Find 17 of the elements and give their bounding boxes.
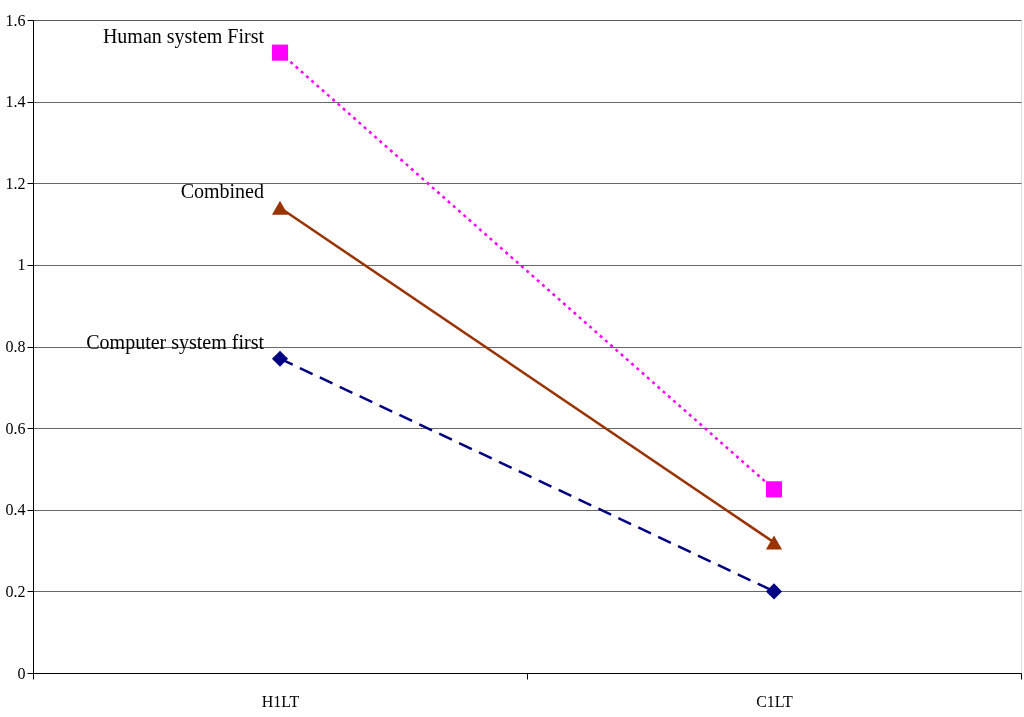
- point: [765, 583, 783, 600]
- x-tick-label: C1LT: [756, 692, 794, 710]
- point: [271, 44, 289, 61]
- y-tick-label: 1.6: [5, 11, 26, 29]
- series-label: Human system First: [102, 24, 265, 48]
- y-tick-label: 0.8: [5, 338, 26, 355]
- y-tick-label: 1.4: [5, 93, 26, 111]
- x-tick-label: H1LT: [261, 692, 300, 710]
- series-label: Combined: [180, 179, 264, 202]
- point: [271, 350, 289, 367]
- point: [765, 481, 783, 498]
- y-tick-label: 0.2: [5, 582, 26, 600]
- y-tick-label: 1: [17, 256, 26, 274]
- y-tick-label: 0: [17, 664, 26, 682]
- y-tick-label: 0.4: [5, 501, 26, 519]
- y-tick-label: 0.6: [5, 419, 26, 437]
- y-tick-label: 1.2: [5, 174, 26, 192]
